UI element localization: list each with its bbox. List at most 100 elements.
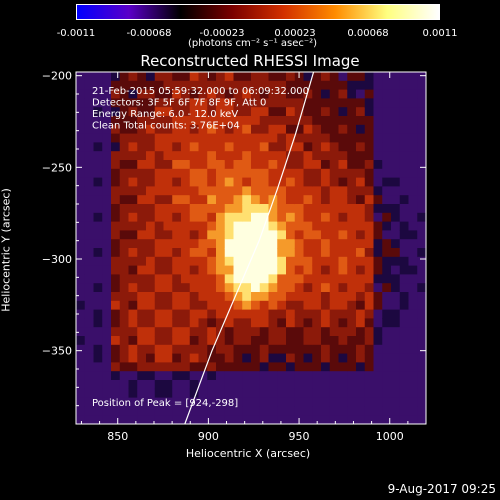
- heatmap-cell: [417, 406, 427, 416]
- heatmap-cell: [321, 265, 331, 275]
- heatmap-cell: [119, 177, 129, 187]
- heatmap-cell: [303, 248, 313, 258]
- heatmap-cell: [163, 142, 173, 152]
- heatmap-cell: [242, 388, 252, 399]
- heatmap-cell: [146, 388, 156, 399]
- heatmap-cell: [216, 415, 226, 425]
- heatmap-cell: [93, 388, 103, 399]
- heatmap-cell: [146, 256, 156, 267]
- heatmap-cell: [277, 380, 287, 390]
- heatmap-cell: [128, 239, 138, 249]
- heatmap-cell: [242, 142, 252, 152]
- heatmap-cell: [347, 353, 357, 363]
- heatmap-cell: [146, 248, 156, 258]
- heatmap-cell: [207, 388, 217, 399]
- heatmap-cell: [163, 292, 173, 302]
- heatmap-cell: [111, 388, 121, 399]
- heatmap-cell: [364, 353, 374, 363]
- heatmap-cell: [93, 124, 103, 135]
- heatmap-cell: [163, 133, 173, 143]
- heatmap-cell: [391, 362, 401, 372]
- heatmap-cell: [242, 133, 252, 143]
- heatmap-cell: [321, 336, 331, 346]
- heatmap-cell: [111, 186, 121, 196]
- heatmap-cell: [137, 318, 147, 328]
- heatmap-cell: [251, 142, 261, 152]
- heatmap-cell: [303, 336, 313, 346]
- heatmap-cell: [181, 256, 191, 267]
- heatmap-cell: [303, 212, 313, 223]
- heatmap-cell: [111, 309, 121, 319]
- heatmap-cell: [163, 116, 173, 126]
- heatmap-cell: [391, 133, 401, 143]
- heatmap-cell: [189, 116, 199, 126]
- heatmap-cell: [198, 292, 208, 302]
- heatmap-cell: [356, 160, 366, 170]
- heatmap-cell: [119, 309, 129, 319]
- heatmap-cell: [294, 397, 304, 407]
- heatmap-cell: [382, 283, 392, 293]
- heatmap-cell: [364, 230, 374, 240]
- heatmap-cell: [286, 195, 296, 205]
- heatmap-cell: [146, 274, 156, 284]
- heatmap-cell: [207, 80, 217, 91]
- heatmap-cell: [119, 397, 129, 407]
- heatmap-cell: [128, 230, 138, 240]
- heatmap-cell: [189, 168, 199, 179]
- heatmap-cell: [417, 221, 427, 231]
- heatmap-cell: [76, 204, 86, 214]
- heatmap-cell: [321, 300, 331, 311]
- heatmap-cell: [356, 327, 366, 337]
- heatmap-cell: [347, 160, 357, 170]
- heatmap-cell: [224, 195, 234, 205]
- heatmap-cell: [242, 107, 252, 117]
- heatmap-cell: [242, 151, 252, 161]
- heatmap-cell: [259, 256, 269, 267]
- heatmap-cell: [312, 116, 322, 126]
- heatmap-cell: [294, 204, 304, 214]
- heatmap-cell: [312, 380, 322, 390]
- heatmap-cell: [417, 300, 427, 311]
- heatmap-cell: [251, 283, 261, 293]
- heatmap-cell: [111, 336, 121, 346]
- heatmap-cell: [356, 107, 366, 117]
- heatmap-cell: [181, 300, 191, 311]
- heatmap-cell: [172, 388, 182, 399]
- heatmap-cell: [408, 344, 418, 355]
- heatmap-cell: [364, 309, 374, 319]
- heatmap-cell: [102, 371, 112, 381]
- heatmap-cell: [268, 239, 278, 249]
- heatmap-cell: [382, 177, 392, 187]
- colorbar-tick-0: -0.0011: [56, 28, 96, 39]
- heatmap-cell: [128, 265, 138, 275]
- heatmap-cell: [181, 380, 191, 390]
- heatmap-cell: [207, 292, 217, 302]
- heatmap-cell: [172, 230, 182, 240]
- heatmap-cell: [294, 124, 304, 135]
- heatmap-cell: [154, 98, 164, 108]
- heatmap-cell: [189, 230, 199, 240]
- heatmap-cell: [216, 89, 226, 99]
- heatmap-cell: [294, 344, 304, 355]
- heatmap-cell: [417, 327, 427, 337]
- heatmap-cell: [251, 72, 261, 82]
- heatmap-cell: [163, 388, 173, 399]
- heatmap-cell: [259, 195, 269, 205]
- heatmap-cell: [128, 80, 138, 91]
- heatmap-cell: [268, 230, 278, 240]
- heatmap-cell: [277, 388, 287, 399]
- heatmap-cell: [303, 177, 313, 187]
- heatmap-cell: [84, 160, 94, 170]
- heatmap-cell: [216, 380, 226, 390]
- heatmap-cell: [286, 406, 296, 416]
- heatmap-cell: [163, 168, 173, 179]
- heatmap-cell: [102, 309, 112, 319]
- heatmap-cell: [111, 177, 121, 187]
- heatmap-cell: [347, 283, 357, 293]
- heatmap-cell: [233, 142, 243, 152]
- heatmap-cell: [172, 98, 182, 108]
- heatmap-cell: [294, 318, 304, 328]
- heatmap-cell: [373, 397, 383, 407]
- heatmap-cell: [321, 388, 331, 399]
- heatmap-cell: [207, 107, 217, 117]
